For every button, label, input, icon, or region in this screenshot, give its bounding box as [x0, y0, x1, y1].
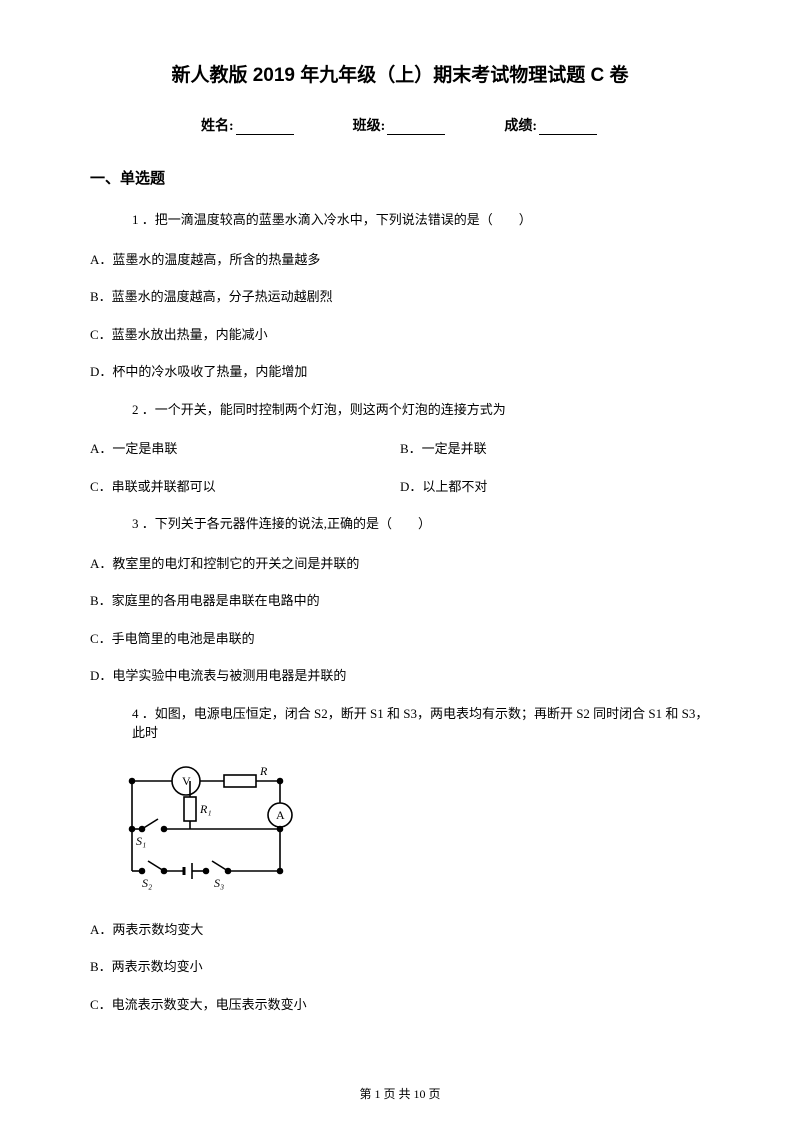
q3-opt-b: B．家庭里的各用电器是串联在电路中的 [90, 591, 710, 611]
footer-prefix: 第 [359, 1087, 374, 1101]
q4-opt-c: C．电流表示数变大，电压表示数变小 [90, 995, 710, 1015]
q4-opt-b: B．两表示数均变小 [90, 957, 710, 977]
name-blank [236, 121, 294, 135]
footer-mid: 页 共 [380, 1087, 413, 1101]
q4-opt-a: A．两表示数均变大 [90, 920, 710, 940]
q3-stem: 3 ．下列关于各元器件连接的说法,正确的是（ ） [132, 514, 710, 534]
q1-opt-c: C．蓝墨水放出热量，内能减小 [90, 325, 710, 345]
circuit-diagram: V A R R₁ S₁ S₂ S₃ [120, 763, 710, 898]
ammeter-label: A [276, 808, 285, 822]
q2-row2: C．串联或并联都可以 D．以上都不对 [90, 477, 710, 497]
q1-opt-a: A．蓝墨水的温度越高，所含的热量越多 [90, 250, 710, 270]
footer-total: 10 [414, 1087, 426, 1101]
q2-opt-a: A．一定是串联 [90, 439, 400, 459]
q3-opt-a: A．教室里的电灯和控制它的开关之间是并联的 [90, 554, 710, 574]
q2-row1: A．一定是串联 B．一定是并联 [90, 439, 710, 459]
q4-stem: 4 ．如图，电源电压恒定，闭合 S2，断开 S1 和 S3，两电表均有示数；再断… [132, 704, 710, 743]
class-label: 班级: [353, 119, 386, 134]
score-label: 成绩: [504, 119, 537, 134]
s3-label: S₃ [214, 876, 224, 890]
q2-opt-c: C．串联或并联都可以 [90, 477, 400, 497]
q2-stem: 2 ．一个开关，能同时控制两个灯泡，则这两个灯泡的连接方式为 [132, 400, 710, 420]
score-blank [539, 121, 597, 135]
voltmeter-label: V [182, 774, 191, 788]
section-single-choice: 一、单选题 [90, 167, 710, 188]
s1-label: S₁ [136, 834, 146, 848]
q2-opt-b: B．一定是并联 [400, 439, 710, 459]
name-label: 姓名: [201, 119, 234, 134]
student-info-line: 姓名: 班级: 成绩: [90, 115, 710, 135]
r1-label: R₁ [199, 802, 212, 816]
page-footer: 第 1 页 共 10 页 [0, 1085, 800, 1102]
q1-stem: 1 ．把一滴温度较高的蓝墨水滴入冷水中，下列说法错误的是（ ） [132, 210, 710, 230]
page-title: 新人教版 2019 年九年级（上）期末考试物理试题 C 卷 [90, 60, 710, 87]
q1-opt-b: B．蓝墨水的温度越高，分子热运动越剧烈 [90, 287, 710, 307]
footer-suffix: 页 [426, 1087, 441, 1101]
class-blank [387, 121, 445, 135]
q3-opt-c: C．手电筒里的电池是串联的 [90, 629, 710, 649]
s2-label: S₂ [142, 876, 152, 890]
q1-opt-d: D．杯中的冷水吸收了热量，内能增加 [90, 362, 710, 382]
q2-opt-d: D．以上都不对 [400, 477, 710, 497]
q3-opt-d: D．电学实验中电流表与被测用电器是并联的 [90, 666, 710, 686]
r-label: R [259, 764, 268, 778]
